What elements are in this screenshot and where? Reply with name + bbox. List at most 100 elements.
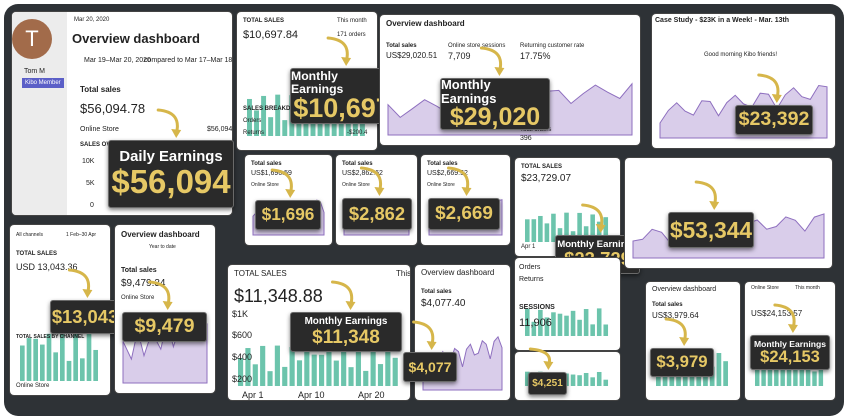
tile-text: US$2,862.62 bbox=[342, 170, 383, 177]
sketch-bar bbox=[583, 309, 589, 336]
sketch-bar bbox=[254, 110, 259, 136]
tile-text: Online store sessions bbox=[448, 43, 506, 49]
tile-text: $11,348.88 bbox=[234, 286, 323, 306]
sketch-bar bbox=[20, 345, 25, 381]
sketch-bar bbox=[755, 367, 760, 386]
sketch-bar bbox=[348, 367, 354, 386]
tile-text: Total sales bbox=[652, 302, 683, 308]
sketch-bar bbox=[780, 357, 785, 386]
badge-amount: $23,392 bbox=[738, 108, 810, 131]
sketch-bar bbox=[333, 360, 339, 386]
tile-text: USD 13,043.36 bbox=[16, 262, 78, 272]
sketch-bar bbox=[538, 309, 543, 336]
badge-amount: $4,077 bbox=[408, 358, 452, 375]
sketch-bar bbox=[247, 98, 252, 136]
sketch-bar bbox=[551, 213, 556, 242]
badge-amount: $53,344 bbox=[670, 216, 752, 243]
tile-text: Apr 10 bbox=[298, 390, 325, 400]
badge-caption: Daily Earnings bbox=[119, 148, 223, 165]
earnings-badge: $13,043 bbox=[50, 300, 120, 334]
sketch-bar bbox=[33, 338, 38, 381]
sketch-bar bbox=[596, 308, 602, 336]
sketch-bar bbox=[326, 350, 332, 386]
earnings-badge: $23,392 bbox=[735, 105, 813, 135]
earnings-badge: $9,479 bbox=[122, 312, 207, 342]
tile-text: $1K bbox=[232, 309, 249, 319]
tile-text: Overview dashboard bbox=[121, 230, 200, 239]
sketch-bar bbox=[544, 223, 550, 242]
sketch-bar bbox=[570, 310, 576, 336]
earnings-badge: $4,077 bbox=[403, 352, 457, 382]
sketch-bar bbox=[696, 372, 702, 386]
tile-text: TOTAL SALES BY CHANNEL bbox=[16, 334, 85, 340]
sketch-bar bbox=[544, 317, 550, 336]
tile-text: Total sales bbox=[121, 267, 157, 274]
tile-text: 7,709 bbox=[448, 51, 471, 61]
badge-amount: $2,669 bbox=[435, 202, 493, 224]
sketch-bar bbox=[564, 315, 569, 336]
tile-text: Total sales bbox=[80, 85, 121, 94]
earnings-badge: $2,862 bbox=[342, 198, 412, 230]
sketch-bar bbox=[268, 117, 274, 136]
badge-amount: $13,043 bbox=[51, 305, 119, 327]
sketch-bar bbox=[385, 348, 391, 386]
screenshot-tile: T Tom M Kibo Member Mar 20, 2020 Overview da… bbox=[12, 12, 232, 215]
sketch-bar bbox=[577, 375, 582, 386]
tile-text: US$2,669.52 bbox=[427, 170, 468, 177]
sketch-bar bbox=[245, 348, 251, 386]
badge-amount: $24,153 bbox=[760, 347, 820, 366]
badge-amount: $4,251 bbox=[532, 377, 563, 389]
tile-text: This month bbox=[795, 285, 820, 291]
sketch-bar bbox=[363, 370, 369, 386]
sketch-bar bbox=[716, 352, 722, 386]
sketch-bar bbox=[86, 331, 92, 381]
tile-text: TOTAL SALES bbox=[521, 164, 563, 170]
tile-text: SESSIONS bbox=[519, 304, 555, 311]
tile-text: Online Store bbox=[80, 126, 119, 133]
screenshot-tile: Orders Returns SESSIONS 11,906 bbox=[515, 258, 620, 350]
sketch-bar bbox=[525, 371, 530, 386]
tile-text: Apr 20 bbox=[358, 390, 385, 400]
earnings-badge: Monthly Earnings $11,348 bbox=[290, 312, 402, 352]
tile-text: Online Store bbox=[427, 182, 455, 188]
chart-sketch bbox=[656, 350, 728, 386]
tile-text: 171 orders bbox=[337, 32, 366, 38]
sketch-bar bbox=[525, 308, 530, 336]
badge-amount: $1,696 bbox=[261, 204, 315, 225]
sketch-bar bbox=[304, 350, 310, 386]
chart-sketch bbox=[525, 308, 609, 336]
sketch-bar bbox=[377, 364, 384, 386]
tile-text: Overview dashboard bbox=[386, 19, 465, 28]
sketch-bar bbox=[577, 212, 582, 242]
sketch-bar bbox=[799, 365, 804, 386]
tile-text: Kibo Member bbox=[22, 78, 64, 88]
sketch-bar bbox=[774, 355, 779, 386]
sketch-bar bbox=[345, 113, 351, 136]
sketch-bar bbox=[26, 338, 32, 381]
sketch-bar bbox=[282, 120, 288, 136]
sketch-bar bbox=[538, 215, 543, 242]
tile-text: 17.75% bbox=[520, 51, 551, 61]
sketch-bar bbox=[583, 372, 589, 386]
sketch-bar bbox=[267, 371, 273, 386]
sketch-bar bbox=[296, 113, 302, 136]
tile-text: $400 bbox=[232, 352, 253, 362]
tile-text: Overview dashboard bbox=[72, 31, 200, 46]
sketch-bar bbox=[564, 212, 569, 242]
badge-caption: Monthly Earnings bbox=[557, 239, 638, 251]
earnings-badge: Daily Earnings $56,094 bbox=[108, 140, 234, 208]
sketch-bar bbox=[66, 360, 72, 381]
tile-text: TOTAL SALES bbox=[16, 251, 58, 257]
tile-text: US$3,979.64 bbox=[652, 311, 699, 320]
tile-text: US$24,153.57 bbox=[751, 309, 803, 318]
tile-text: Mar 20, 2020 bbox=[74, 17, 110, 23]
sketch-bar bbox=[590, 324, 595, 336]
badge-caption: Monthly Earnings bbox=[754, 338, 826, 349]
sketch-bar bbox=[392, 357, 398, 386]
earnings-badge: $1,696 bbox=[255, 200, 321, 230]
tile-text: 396 bbox=[520, 135, 532, 142]
sketch-bar bbox=[525, 219, 530, 242]
badge-caption: Monthly Earnings bbox=[291, 68, 344, 96]
tile-text: Overview dashboard bbox=[652, 286, 717, 293]
tile-text: All channels bbox=[16, 232, 43, 238]
